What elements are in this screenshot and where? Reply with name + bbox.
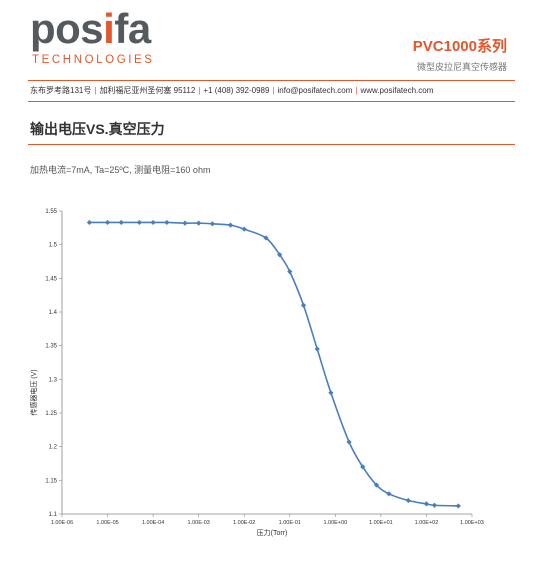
logo-wordmark: posifa [30,6,151,52]
header-divider-bottom [28,101,515,102]
section-title: 输出电压VS.真空压力 [30,121,165,137]
data-point [423,501,430,507]
x-tick-label: 1.00E-05 [96,520,118,526]
section-divider [28,144,515,145]
x-tick-label: 1.00E-04 [142,520,164,526]
data-point [104,219,111,226]
y-tick-label: 1.1 [49,512,58,518]
data-point [346,439,352,445]
series-line [89,221,459,507]
y-tick-label: 1.15 [45,478,57,484]
contact-email[interactable]: info@posifatech.com [277,86,353,95]
logo-suffix: fa [114,5,151,52]
data-point [431,502,438,508]
data-point [360,464,366,470]
x-tick-label: 1.00E-06 [51,520,73,526]
data-point [328,390,334,396]
product-header: PVC1000系列 微型皮拉尼真空传感器 [413,38,507,74]
product-title: PVC1000系列 [412,38,507,55]
contact-website[interactable]: www.posifatech.com [360,86,434,95]
test-conditions: 加热电流=7mA, Ta=25ºC, 测量电阻=160 ohm [30,165,211,175]
data-point [287,269,293,275]
data-point [300,302,307,308]
product-subtitle: 微型皮拉尼真空传感器 [416,62,507,72]
data-point [150,219,156,226]
posifa-logo: posifa TECHNOLOGIES [30,6,180,72]
contact-phone: +1 (408) 392-0989 [203,86,270,95]
data-point [405,497,411,504]
y-tick-label: 1.4 [49,310,58,316]
contact-separator: | [198,86,201,95]
contact-separator: | [94,86,97,95]
y-tick-label: 1.45 [45,276,57,282]
x-tick-label: 1.00E+00 [323,520,347,526]
x-tick-label: 1.00E-02 [233,520,255,526]
data-point [227,222,234,228]
x-axis-title: 压力(Torr) [257,528,288,537]
y-tick-label: 1.35 [45,344,57,350]
logo-accent: i [103,5,115,52]
contact-city: 加利福尼亚州圣何塞 95112 [99,86,196,95]
y-tick-label: 1.2 [49,445,58,451]
contact-separator: | [272,86,275,95]
x-tick-label: 1.00E-01 [279,520,301,526]
header-divider-top [28,80,515,81]
y-tick-label: 1.25 [45,411,57,417]
data-point [86,219,93,226]
y-axis-title: 传感器电压 (V) [29,369,38,415]
data-point [277,252,283,258]
data-point [164,219,170,226]
logo-tagline: TECHNOLOGIES [32,54,155,66]
x-tick-label: 1.00E+02 [415,520,439,526]
data-point [182,220,188,226]
y-tick-label: 1.3 [49,377,58,383]
contact-address: 东布罗考路131号 [30,86,92,95]
logo-prefix: pos [30,5,104,52]
contact-bar: 东布罗考路131号 | 加利福尼亚州圣何塞 95112 | +1 (408) 392-0… [30,85,433,97]
data-point [118,219,124,226]
y-tick-label: 1.55 [45,209,57,215]
x-tick-label: 1.00E-03 [188,520,210,526]
data-point [314,346,320,352]
data-point [263,235,269,241]
data-point [386,491,392,497]
x-tick-label: 1.00E+01 [369,520,393,526]
y-tick-label: 1.5 [49,243,58,249]
data-point [196,220,202,226]
data-point [455,503,461,509]
data-point [241,226,247,232]
contact-separator: | [355,86,358,95]
x-tick-label: 1.00E+03 [460,520,484,526]
data-point [373,482,380,488]
data-point [209,221,215,227]
data-point [136,219,142,226]
